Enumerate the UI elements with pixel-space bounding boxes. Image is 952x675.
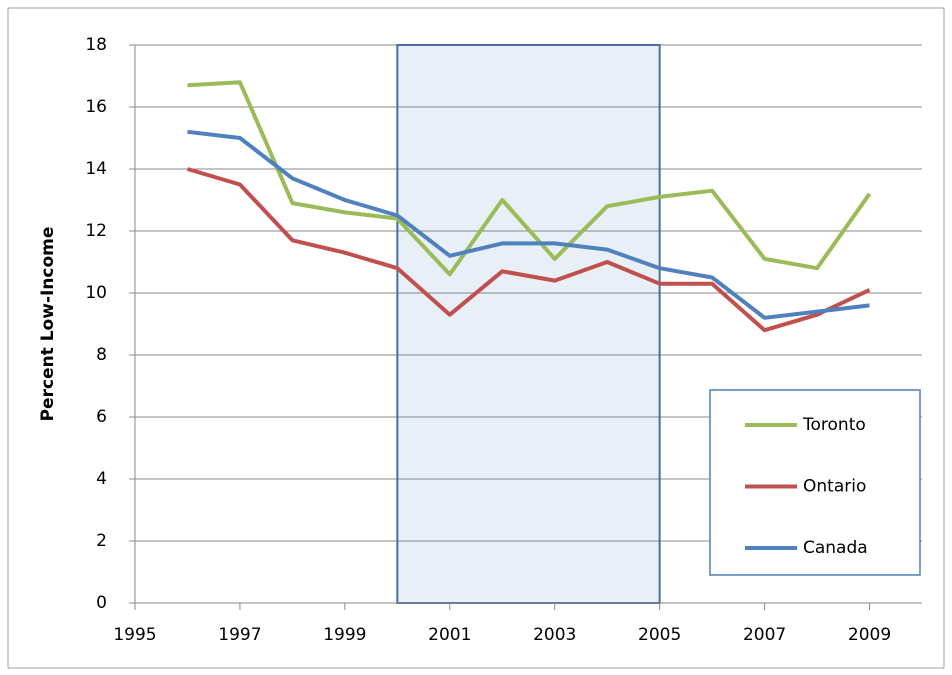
highlight-region — [396, 44, 661, 604]
y-tick-label: 12 — [85, 221, 107, 241]
y-tick-label: 0 — [96, 593, 107, 613]
y-tick-label: 16 — [85, 97, 107, 117]
y-tick-label: 18 — [85, 35, 107, 55]
x-tick-label: 2009 — [848, 625, 891, 645]
y-axis-label: Percent Low-Income — [38, 227, 58, 422]
x-tick-label: 1997 — [218, 625, 261, 645]
series-line — [187, 80, 872, 277]
y-tick-label: 14 — [85, 159, 107, 179]
x-tick-label: 2005 — [638, 625, 681, 645]
x-tick-label: 2001 — [428, 625, 471, 645]
y-tick-label: 6 — [96, 407, 107, 427]
y-tick-label: 4 — [96, 469, 107, 489]
y-tick-label: 8 — [96, 345, 107, 365]
x-tick-label: 1995 — [113, 625, 156, 645]
series-line — [186, 167, 871, 333]
x-tick-label: 1999 — [323, 625, 366, 645]
legend-label: Canada — [803, 538, 868, 558]
legend-box — [709, 389, 921, 576]
y-tick-label: 2 — [96, 531, 107, 551]
series-line — [187, 129, 870, 320]
x-tick-label: 2007 — [743, 625, 786, 645]
x-tick-label: 2003 — [533, 625, 576, 645]
legend-label: Ontario — [803, 477, 866, 497]
y-tick-label: 10 — [85, 283, 107, 303]
legend-label: Toronto — [802, 415, 866, 435]
